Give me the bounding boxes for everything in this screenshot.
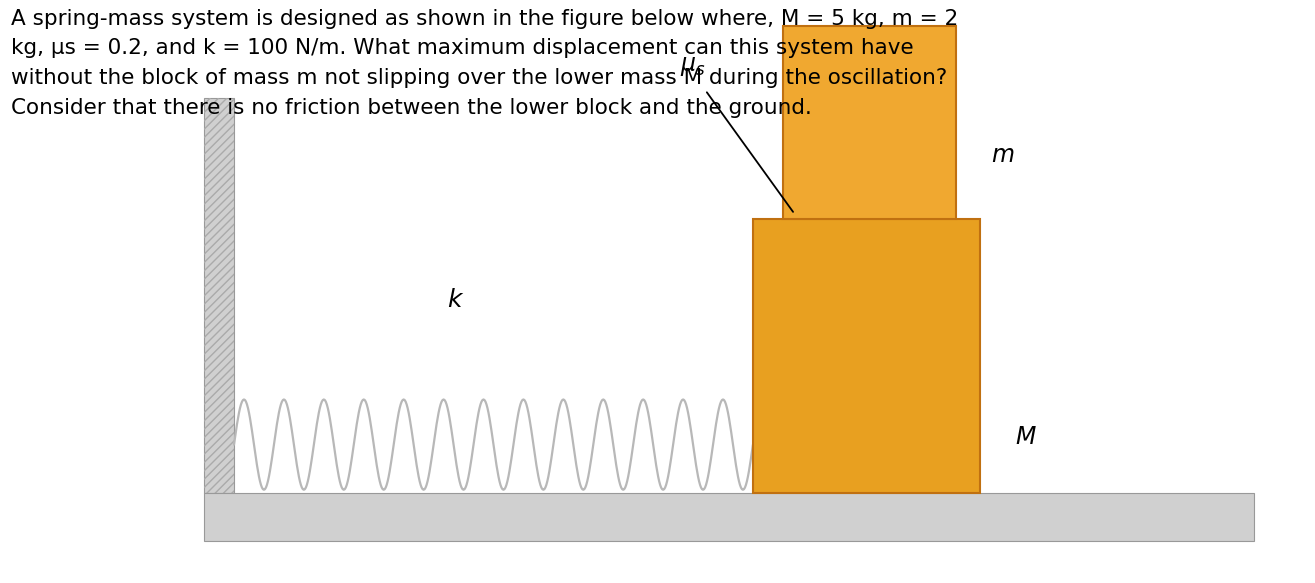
Text: k: k xyxy=(447,287,462,311)
Bar xyxy=(204,98,234,493)
Text: m: m xyxy=(992,142,1014,167)
Bar xyxy=(753,219,980,493)
Text: $\mu_s$: $\mu_s$ xyxy=(680,54,706,78)
Bar xyxy=(204,493,1255,542)
Text: A spring-mass system is designed as shown in the figure below where, M = 5 kg, m: A spring-mass system is designed as show… xyxy=(11,9,957,118)
Bar xyxy=(204,98,234,493)
Bar xyxy=(782,26,956,219)
Text: M: M xyxy=(1015,424,1036,448)
